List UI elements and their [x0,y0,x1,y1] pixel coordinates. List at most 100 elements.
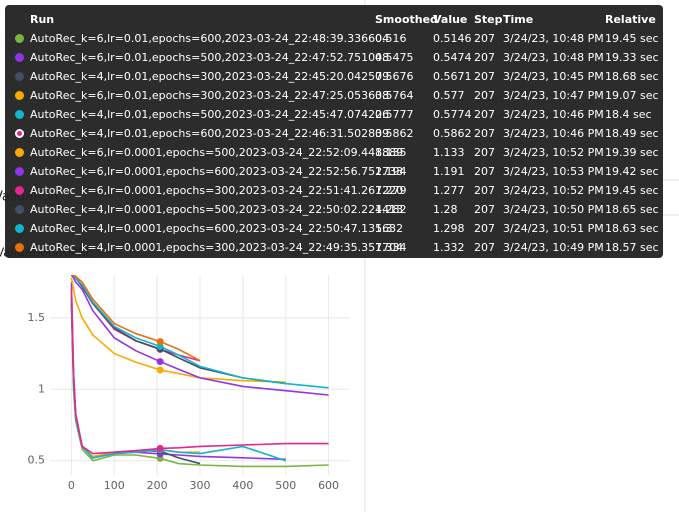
series-line [70,282,286,461]
series-line [70,289,200,458]
cell-step: 207 [474,184,495,197]
cell-time: 3/24/23, 10:52 PM [503,146,604,159]
cell-step: 207 [474,127,495,140]
hover-marker [156,366,164,374]
cell-relative: 18.57 sec [605,241,659,254]
cell-relative: 18.68 sec [605,70,659,83]
run-color-dot [15,129,24,138]
cell-relative: 18.63 sec [605,222,659,235]
cell-time: 3/24/23, 10:46 PM [503,108,604,121]
cell-relative: 19.45 sec [605,32,659,45]
run-color-dot [15,167,24,176]
series-line [70,277,286,383]
cell-smoothed: 1.334 [375,241,407,254]
run-name: AutoRec_k=4,lr=0.0001,epochs=300,2023-03… [30,241,404,254]
cell-value: 0.5146 [433,32,472,45]
x-tick-label: 400 [232,479,253,492]
cell-smoothed: 1.135 [375,146,407,159]
cell-step: 207 [474,146,495,159]
cell-value: 0.5671 [433,70,472,83]
cell-step: 207 [474,51,495,64]
cell-step: 207 [474,241,495,254]
cell-value: 1.277 [433,184,465,197]
cell-relative: 19.45 sec [605,184,659,197]
cell-smoothed: 0.5777 [375,108,414,121]
run-name: AutoRec_k=6,lr=0.01,epochs=500,2023-03-2… [30,51,390,64]
hover-marker [156,342,164,350]
cell-step: 207 [474,32,495,45]
cell-time: 3/24/23, 10:45 PM [503,70,604,83]
hover-marker [156,358,164,366]
cell-smoothed: 1.3 [375,222,393,235]
cell-smoothed: 0.5764 [375,89,414,102]
cell-time: 3/24/23, 10:50 PM [503,203,604,216]
run-name: AutoRec_k=4,lr=0.01,epochs=600,2023-03-2… [30,127,390,140]
run-color-dot [15,91,24,100]
cell-time: 3/24/23, 10:46 PM [503,127,604,140]
run-color-dot [15,186,24,195]
cell-time: 3/24/23, 10:51 PM [503,222,604,235]
cell-smoothed: 0.5676 [375,70,414,83]
cell-step: 207 [474,203,495,216]
cell-value: 1.133 [433,146,465,159]
run-color-dot [15,224,24,233]
cell-value: 1.191 [433,165,465,178]
cell-smoothed: 1.194 [375,165,407,178]
cell-relative: 19.42 sec [605,165,659,178]
hover-marker [156,338,164,346]
cell-value: 1.298 [433,222,465,235]
cell-step: 207 [474,222,495,235]
cell-step: 207 [474,70,495,83]
y-tick-label: 1.5 [28,311,46,324]
run-name: AutoRec_k=6,lr=0.0001,epochs=300,2023-03… [30,184,404,197]
run-name: AutoRec_k=4,lr=0.01,epochs=300,2023-03-2… [30,70,390,83]
cell-value: 0.577 [433,89,465,102]
cell-time: 3/24/23, 10:48 PM [503,51,604,64]
cell-relative: 18.65 sec [605,203,659,216]
cell-smoothed: 1.282 [375,203,407,216]
cell-relative: 19.07 sec [605,89,659,102]
series-line [71,275,286,385]
run-name: AutoRec_k=6,lr=0.0001,epochs=500,2023-03… [30,146,404,159]
column-header: Run [30,13,55,26]
cell-value: 1.332 [433,241,465,254]
run-name: AutoRec_k=6,lr=0.0001,epochs=600,2023-03… [30,165,404,178]
run-name: AutoRec_k=6,lr=0.01,epochs=600,2023-03-2… [30,32,390,45]
x-tick-label: 100 [104,479,125,492]
tooltip: Run Smoothed Value Step Time Relative AutoRec_… [5,5,663,258]
cell-relative: 18.4 sec [605,108,652,121]
cell-time: 3/24/23, 10:48 PM [503,32,604,45]
cell-value: 0.5474 [433,51,472,64]
series-line [70,289,329,455]
cell-step: 207 [474,89,495,102]
x-tick-label: 500 [275,479,296,492]
x-tick-label: 0 [68,479,75,492]
series-line [70,303,201,465]
cell-time: 3/24/23, 10:49 PM [503,241,604,254]
cell-time: 3/24/23, 10:47 PM [503,89,604,102]
run-name: AutoRec_k=4,lr=0.0001,epochs=600,2023-03… [30,222,404,235]
cell-value: 1.28 [433,203,458,216]
y-tick-label: 1 [38,382,45,395]
column-header: Value [433,13,468,26]
run-color-dot [15,72,24,81]
cell-value: 0.5862 [433,127,472,140]
cell-relative: 19.39 sec [605,146,659,159]
run-name: AutoRec_k=6,lr=0.01,epochs=300,2023-03-2… [30,89,390,102]
run-color-dot [15,53,24,62]
run-name: AutoRec_k=4,lr=0.0001,epochs=500,2023-03… [30,203,404,216]
column-header: Time [503,13,534,26]
run-color-dot [15,243,24,252]
cell-time: 3/24/23, 10:52 PM [503,184,604,197]
run-name: AutoRec_k=4,lr=0.01,epochs=500,2023-03-2… [30,108,390,121]
x-tick-label: 200 [147,479,168,492]
cell-time: 3/24/23, 10:53 PM [503,165,604,178]
cell-relative: 18.49 sec [605,127,659,140]
cell-value: 0.5774 [433,108,472,121]
cell-step: 207 [474,108,495,121]
series-line [70,275,329,396]
series-line [71,275,201,362]
x-tick-label: 600 [318,479,339,492]
series-line [71,275,329,389]
column-header: Step [474,13,503,26]
